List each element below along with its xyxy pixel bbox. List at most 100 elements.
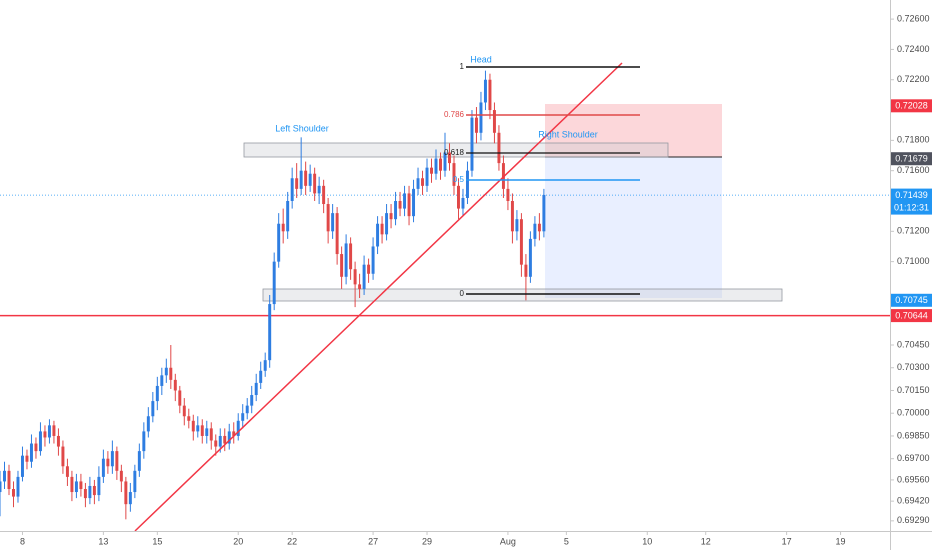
candle-body bbox=[205, 428, 209, 436]
candle-body bbox=[227, 431, 231, 444]
candle-body bbox=[137, 451, 141, 471]
price-tag-label: 0.70644 bbox=[895, 310, 928, 320]
fib-label: 0.5 bbox=[453, 175, 465, 184]
candle-body bbox=[268, 304, 272, 361]
y-tick-label: 0.72200 bbox=[897, 74, 930, 84]
candle-body bbox=[537, 223, 541, 232]
y-tick-label: 0.71200 bbox=[897, 226, 930, 236]
candle-body bbox=[155, 385, 159, 402]
price-tag bbox=[891, 152, 932, 166]
candle-body bbox=[506, 188, 510, 202]
candle-body bbox=[488, 79, 492, 111]
candle-body bbox=[34, 443, 38, 452]
candle-body bbox=[196, 425, 200, 432]
price-tags: 0.72028 0.71679 0.71439 01:12:31 0.70745 0.70… bbox=[891, 99, 932, 323]
candle-body bbox=[74, 481, 78, 493]
candle-body bbox=[461, 197, 465, 209]
candle-body bbox=[277, 223, 281, 262]
candle-body bbox=[443, 152, 447, 171]
candle-body bbox=[169, 367, 173, 380]
candle-body bbox=[389, 213, 393, 220]
candle-body bbox=[61, 446, 65, 467]
candle-body bbox=[38, 431, 42, 452]
x-tick-label: 27 bbox=[368, 536, 378, 546]
candle-body bbox=[88, 485, 92, 499]
candle-body bbox=[209, 428, 213, 441]
candle-body bbox=[380, 223, 384, 235]
candle-body bbox=[110, 451, 114, 467]
y-tick-label: 0.70300 bbox=[897, 362, 930, 372]
candle-body bbox=[43, 431, 47, 438]
candle-body bbox=[542, 194, 546, 232]
candle-body bbox=[331, 213, 335, 232]
x-tick-label: 5 bbox=[564, 536, 569, 546]
candle-body bbox=[371, 246, 375, 274]
y-tick-label: 0.70000 bbox=[897, 408, 930, 418]
candle-body bbox=[115, 451, 119, 471]
candle-body bbox=[259, 370, 263, 383]
candle-body bbox=[16, 476, 20, 497]
target-zone bbox=[545, 157, 722, 298]
candle-body bbox=[398, 201, 402, 209]
candle-body bbox=[232, 431, 236, 436]
candle-body bbox=[97, 476, 101, 496]
candle-body bbox=[52, 425, 56, 436]
price-tag-label: 0.71679 bbox=[895, 154, 928, 164]
candle-body bbox=[457, 185, 460, 209]
candle-body bbox=[349, 243, 353, 270]
candle-body bbox=[187, 416, 191, 421]
x-tick-label: 20 bbox=[233, 536, 243, 546]
candles bbox=[0, 70, 546, 520]
y-tick-label: 0.70150 bbox=[897, 385, 930, 395]
candle-body bbox=[362, 264, 366, 289]
y-tick-label: 0.70450 bbox=[897, 339, 930, 349]
candle-body bbox=[407, 193, 411, 217]
y-tick-label: 0.71600 bbox=[897, 165, 930, 175]
y-tick-label: 0.71000 bbox=[897, 256, 930, 266]
candle-body bbox=[286, 201, 290, 232]
countdown: 01:12:31 bbox=[894, 202, 929, 212]
candle-body bbox=[250, 395, 254, 406]
annotation: Left Shoulder bbox=[275, 123, 329, 133]
trend-line bbox=[134, 62, 623, 532]
candle-body bbox=[497, 132, 501, 164]
y-tick-label: 0.72600 bbox=[897, 13, 930, 23]
candle-body bbox=[133, 470, 137, 493]
price-tag-label: 0.72028 bbox=[895, 101, 928, 111]
candle-body bbox=[367, 264, 371, 274]
candle-body bbox=[151, 401, 155, 417]
fib-label: 0.786 bbox=[444, 110, 465, 119]
candle-body bbox=[191, 420, 195, 432]
support-box bbox=[262, 288, 783, 302]
candle-body bbox=[322, 185, 326, 205]
x-tick-label: 17 bbox=[782, 536, 792, 546]
candle-body bbox=[79, 481, 83, 490]
candle-body bbox=[394, 201, 398, 220]
y-tick-label: 0.69850 bbox=[897, 430, 930, 440]
candle-body bbox=[299, 170, 303, 189]
candle-body bbox=[214, 440, 218, 447]
candle-body bbox=[358, 284, 362, 289]
candle-body bbox=[3, 470, 6, 482]
candle-body bbox=[200, 425, 204, 436]
candle-body bbox=[479, 102, 483, 133]
candle-body bbox=[421, 178, 425, 186]
candle-body bbox=[510, 201, 514, 232]
x-tick-label: 8 bbox=[20, 536, 25, 546]
y-tick-label: 0.69700 bbox=[897, 453, 930, 463]
candle-body bbox=[430, 167, 433, 174]
x-tick-label: 29 bbox=[422, 536, 432, 546]
fib-label: 0.618 bbox=[444, 148, 465, 157]
candle-body bbox=[313, 173, 317, 194]
candle-body bbox=[164, 367, 168, 376]
candle-body bbox=[439, 158, 442, 171]
candle-body bbox=[416, 178, 420, 189]
candle-body bbox=[524, 264, 528, 277]
x-tick-label: 15 bbox=[152, 536, 162, 546]
drawings-front: 1 0.786 0.618 0.5 0 Left Shoulder Head R… bbox=[134, 54, 640, 532]
candle-body bbox=[47, 425, 51, 438]
x-tick-label: 19 bbox=[836, 536, 846, 546]
